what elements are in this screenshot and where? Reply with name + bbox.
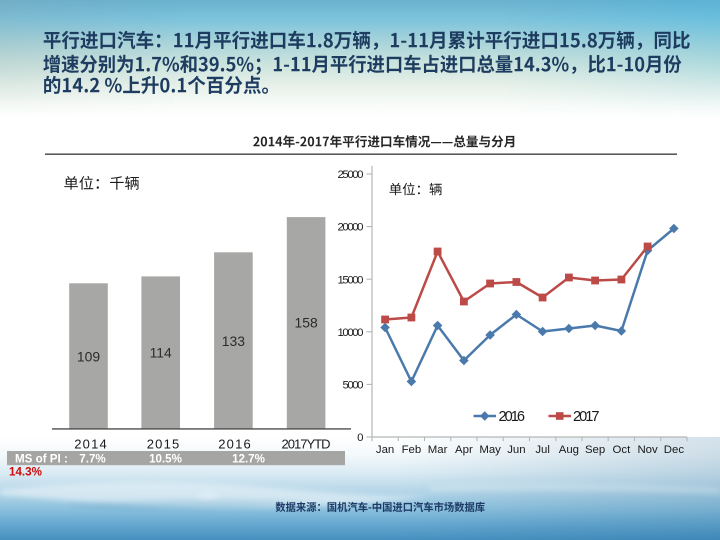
svg-text:14.3%: 14.3% xyxy=(9,466,42,479)
svg-text:Oct: Oct xyxy=(613,444,632,456)
svg-text:7.7%: 7.7% xyxy=(79,452,105,465)
svg-text:5000: 5000 xyxy=(343,380,364,392)
svg-text:Nov: Nov xyxy=(637,444,658,456)
svg-text:Jul: Jul xyxy=(535,444,550,456)
svg-text:12.7%: 12.7% xyxy=(232,452,265,465)
svg-text:2017YTD: 2017YTD xyxy=(282,436,331,451)
svg-text:0: 0 xyxy=(357,432,363,444)
svg-text:2016: 2016 xyxy=(218,436,251,451)
svg-text:2015: 2015 xyxy=(147,436,180,451)
svg-text:109: 109 xyxy=(77,348,100,364)
svg-text:25000: 25000 xyxy=(338,169,364,181)
svg-text:MS of PI :: MS of PI : xyxy=(15,452,68,465)
svg-text:10000: 10000 xyxy=(338,327,364,339)
svg-text:2014: 2014 xyxy=(74,436,107,451)
svg-text:15000: 15000 xyxy=(338,274,364,286)
svg-text:114: 114 xyxy=(150,344,172,360)
svg-text:Jun: Jun xyxy=(507,444,525,456)
svg-text:2016: 2016 xyxy=(499,409,526,425)
svg-text:May: May xyxy=(479,444,501,456)
svg-text:20000: 20000 xyxy=(338,222,364,234)
svg-text:Apr: Apr xyxy=(455,444,473,456)
svg-text:158: 158 xyxy=(295,315,318,331)
svg-text:Sep: Sep xyxy=(585,444,605,456)
svg-text:10.5%: 10.5% xyxy=(149,452,182,465)
svg-text:Mar: Mar xyxy=(428,444,448,456)
svg-text:Aug: Aug xyxy=(559,444,579,456)
svg-text:133: 133 xyxy=(222,333,245,349)
svg-text:Feb: Feb xyxy=(402,444,422,456)
svg-text:Dec: Dec xyxy=(664,444,685,456)
svg-text:2017: 2017 xyxy=(573,409,600,425)
svg-text:Jan: Jan xyxy=(376,444,394,456)
